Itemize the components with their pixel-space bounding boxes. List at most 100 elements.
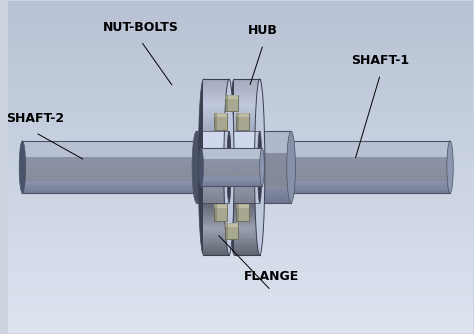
Bar (234, 169, 291, 172)
Bar (203, 143, 229, 146)
Bar (255, 184, 450, 186)
Bar (234, 136, 260, 139)
Bar (197, 165, 236, 167)
Bar (255, 155, 450, 157)
Bar (203, 234, 229, 236)
Bar (201, 159, 262, 161)
Ellipse shape (447, 141, 453, 193)
Bar (234, 139, 260, 141)
Bar (203, 158, 229, 160)
Bar (234, 191, 291, 193)
Bar (203, 191, 229, 193)
Bar (203, 162, 229, 165)
Bar (255, 144, 450, 146)
Bar (234, 181, 260, 184)
Ellipse shape (198, 79, 209, 255)
Bar (234, 139, 291, 141)
Bar (234, 82, 260, 84)
Bar (201, 156, 262, 157)
Bar (203, 193, 229, 195)
Bar (203, 221, 229, 223)
Text: FLANGE: FLANGE (244, 271, 299, 284)
Bar (203, 139, 229, 141)
Bar (234, 143, 291, 146)
Bar (22, 158, 208, 160)
Bar (203, 198, 229, 200)
Bar (197, 143, 236, 146)
Bar (22, 144, 208, 146)
Bar (203, 186, 229, 188)
Bar (234, 205, 260, 208)
Bar (234, 176, 291, 179)
Bar (203, 223, 229, 226)
Bar (22, 179, 208, 181)
Ellipse shape (227, 131, 231, 203)
Bar (197, 155, 236, 158)
Bar (234, 203, 260, 205)
Bar (255, 183, 450, 184)
Bar (197, 200, 236, 203)
Bar (236, 113, 249, 130)
Bar (197, 139, 236, 141)
Bar (234, 239, 260, 242)
Bar (234, 200, 260, 203)
Bar (203, 242, 229, 244)
Bar (255, 143, 450, 144)
Bar (234, 105, 260, 108)
Bar (234, 172, 260, 174)
Bar (234, 213, 260, 216)
Bar (234, 234, 260, 236)
Bar (203, 131, 229, 134)
Bar (203, 124, 229, 126)
Bar (203, 105, 229, 108)
Bar (197, 134, 236, 136)
Bar (234, 174, 291, 176)
Bar (234, 186, 291, 188)
Bar (234, 100, 260, 103)
Bar (255, 158, 450, 160)
Bar (234, 167, 291, 169)
Bar (201, 164, 262, 166)
Bar (201, 183, 262, 185)
Bar (214, 204, 227, 221)
Bar (234, 172, 291, 174)
Bar (203, 100, 229, 103)
Bar (234, 179, 260, 181)
Bar (234, 141, 260, 143)
Bar (197, 136, 236, 139)
Bar (234, 155, 260, 158)
Bar (234, 158, 291, 160)
Bar (236, 204, 239, 221)
Bar (234, 111, 260, 113)
Bar (22, 181, 208, 183)
Bar (255, 148, 450, 150)
Bar (234, 208, 260, 210)
Bar (225, 95, 228, 111)
Bar (203, 136, 229, 139)
Text: NUT-BOLTS: NUT-BOLTS (103, 21, 179, 34)
Bar (214, 113, 217, 130)
Bar (234, 244, 260, 247)
Bar (203, 155, 229, 158)
Bar (22, 148, 208, 150)
Bar (203, 172, 229, 174)
Bar (22, 164, 208, 165)
Bar (234, 162, 291, 165)
Bar (201, 157, 262, 158)
Bar (234, 191, 260, 193)
Bar (234, 118, 260, 121)
Bar (214, 204, 227, 208)
Bar (234, 150, 260, 153)
Bar (22, 184, 208, 186)
Bar (201, 172, 262, 173)
Bar (197, 148, 236, 150)
Bar (203, 195, 229, 198)
Bar (203, 231, 229, 234)
Text: HUB: HUB (248, 24, 278, 37)
Bar (255, 190, 450, 191)
Bar (234, 181, 291, 184)
Bar (197, 167, 236, 169)
Bar (22, 176, 208, 177)
Bar (203, 181, 229, 184)
Bar (234, 216, 260, 218)
